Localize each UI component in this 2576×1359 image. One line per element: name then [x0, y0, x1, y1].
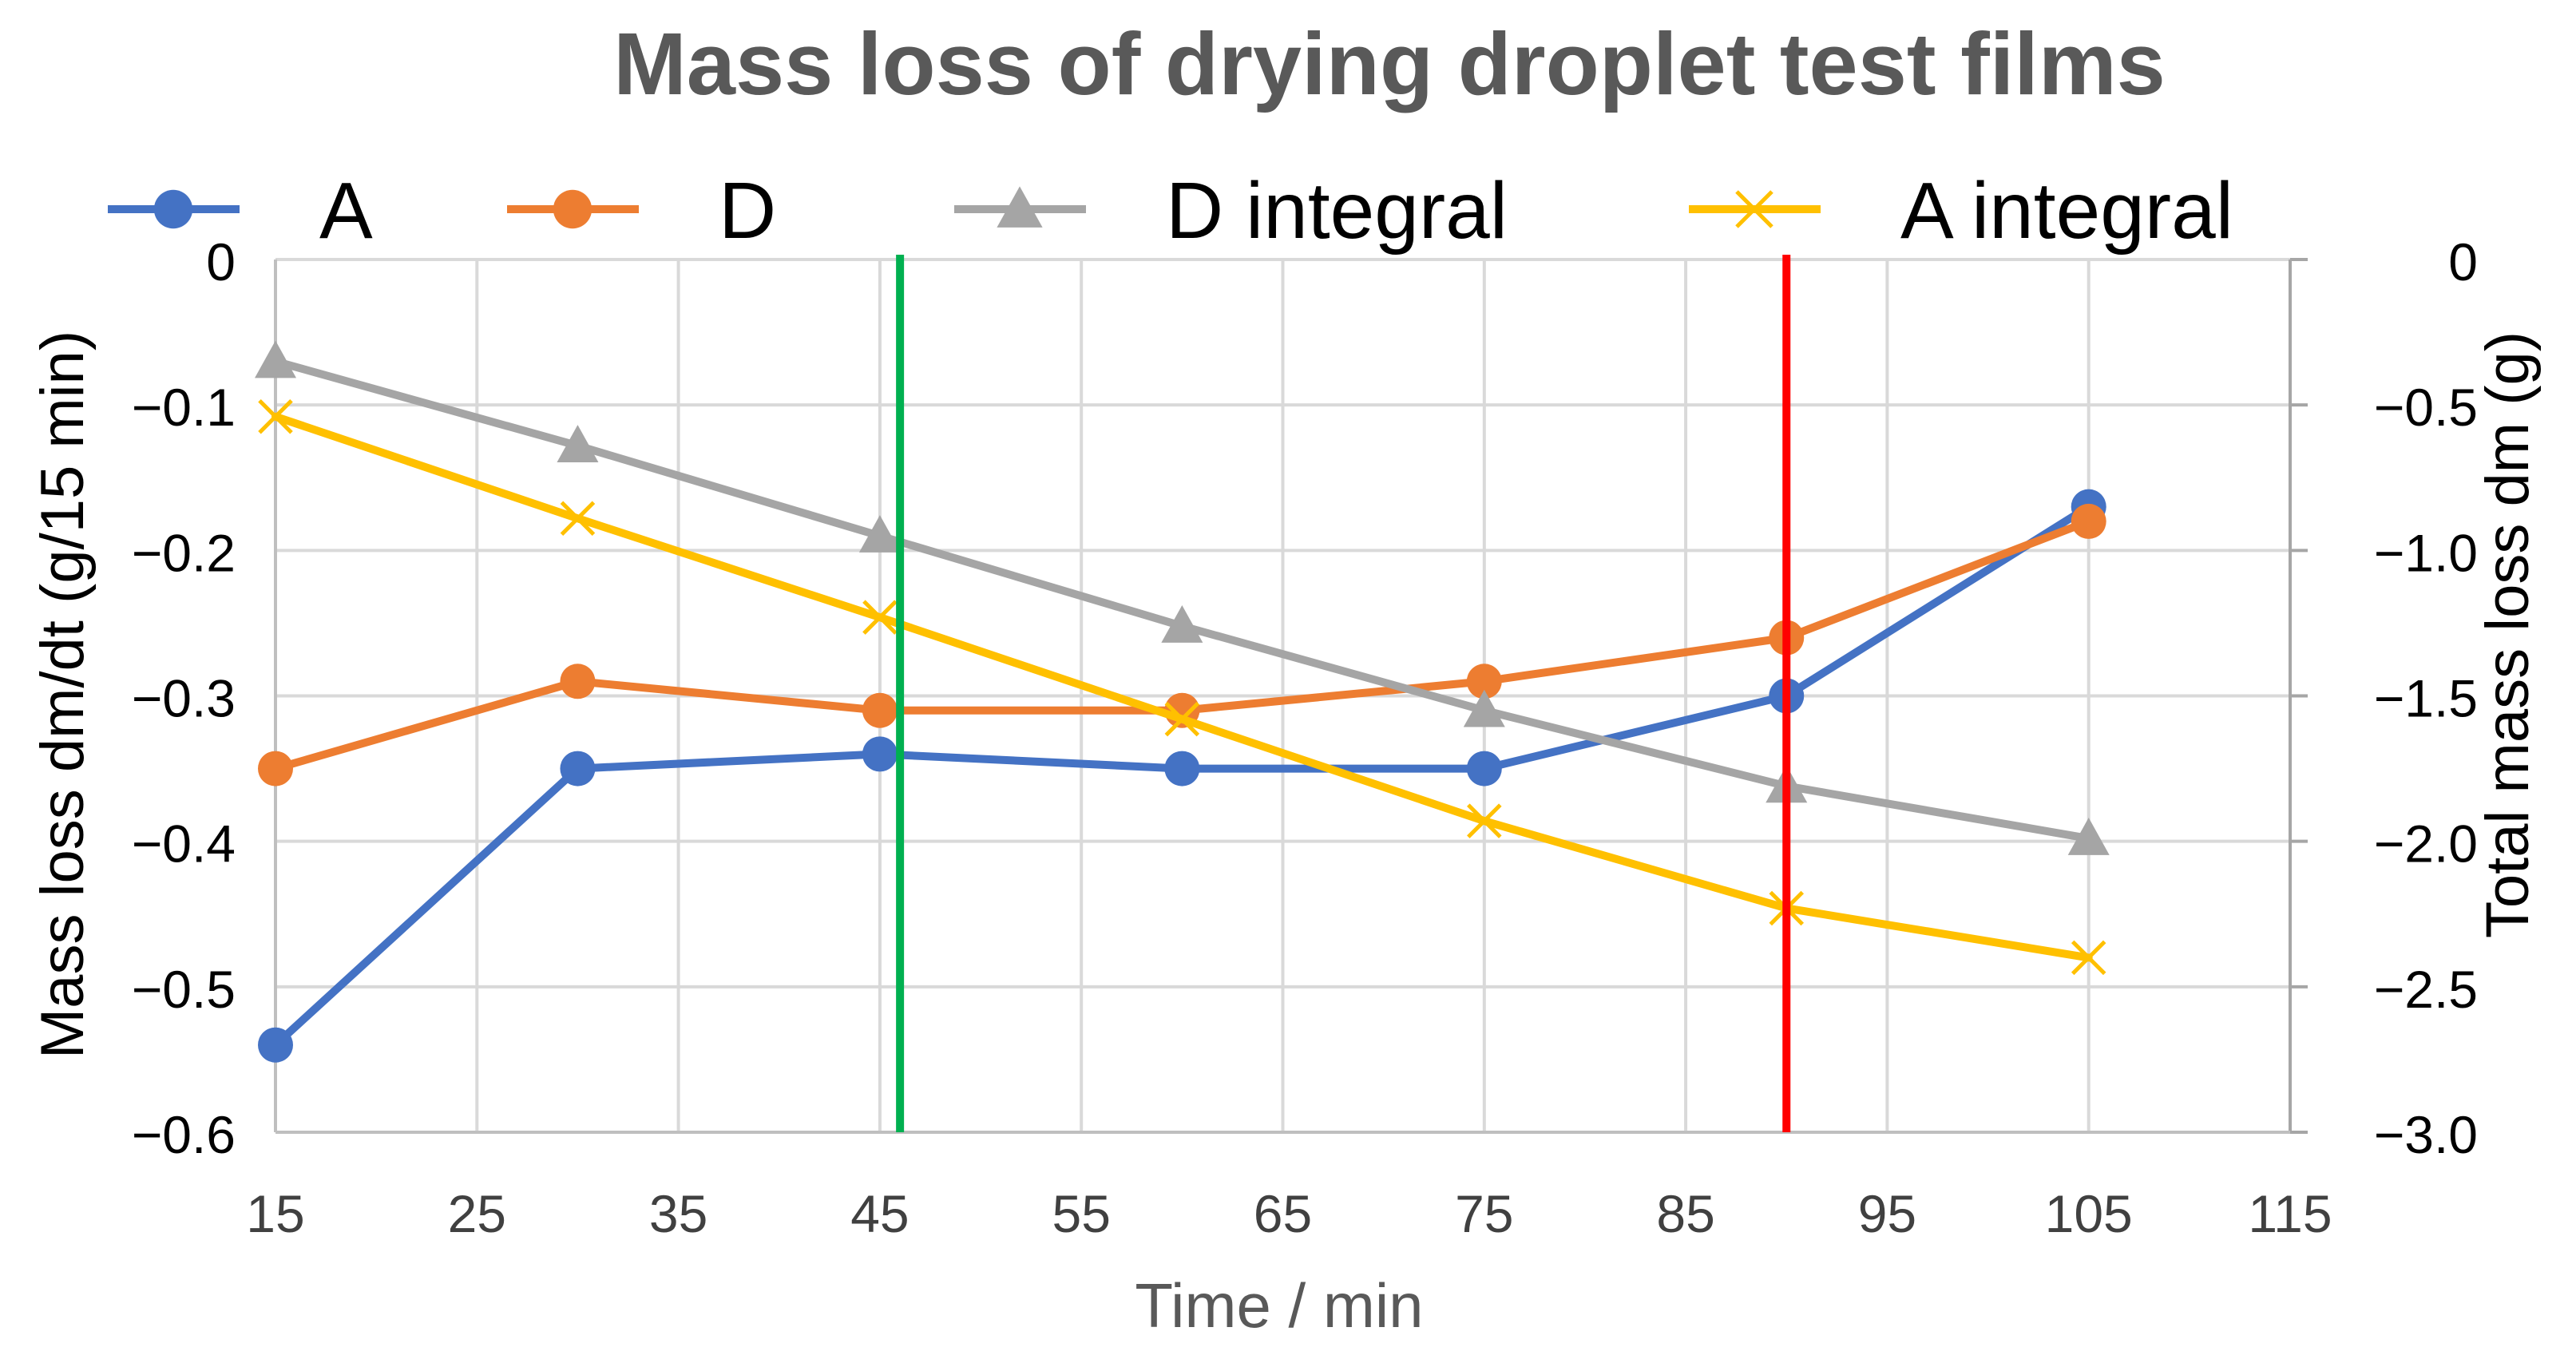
y-tick-label: −0.5: [132, 960, 236, 1019]
data-point-d-integral: [858, 515, 901, 553]
x-tick-label: 95: [1858, 1184, 1916, 1243]
data-point-a-integral: [1467, 803, 1502, 838]
data-point-d-integral: [1161, 605, 1203, 643]
x-tick-label: 105: [2045, 1184, 2133, 1243]
data-point-a-integral: [258, 398, 293, 434]
data-point-a-integral: [1164, 701, 1200, 737]
legend-label-d: D: [719, 166, 776, 256]
data-point-a-integral: [560, 501, 596, 537]
axes: 0 −0.1 −0.2 −0.3 −0.4 −0.5 −0.6 0 −0.5 −1.0 −1.5 −2…: [132, 232, 2478, 1243]
data-point-a: [258, 1027, 293, 1063]
x-tick-label: 75: [1455, 1184, 1513, 1243]
data-point-a-integral: [862, 600, 898, 635]
y2-tick-label: −1.0: [2374, 523, 2478, 582]
data-point-d: [2071, 503, 2106, 539]
x-tick-label: 25: [448, 1184, 506, 1243]
data-point-d: [258, 751, 293, 786]
data-point-a: [862, 736, 898, 772]
legend-marker-d: [553, 189, 592, 229]
x-tick-label: 115: [2248, 1184, 2332, 1243]
data-point-d: [560, 664, 596, 699]
y-tick-label: −0.3: [132, 669, 236, 728]
y-tick-label: −0.4: [132, 814, 236, 874]
legend-marker-a-integral: [1735, 190, 1773, 228]
legend-label-a: A: [319, 166, 373, 256]
legend: A D D integral A integral: [108, 166, 2233, 256]
x-tick-label: 65: [1254, 1184, 1312, 1243]
y2-tick-label: 0: [2448, 232, 2478, 291]
x-tick-label: 35: [649, 1184, 707, 1243]
legend-label-a-integral: A integral: [1900, 166, 2233, 256]
data-point-a-integral: [2071, 940, 2106, 976]
data-point-d: [862, 692, 898, 728]
y2-axis-label: Total mass loss dm (g): [2474, 331, 2542, 938]
x-axis-label: Time / min: [1135, 1270, 1423, 1341]
data-point-a: [1466, 751, 1502, 786]
data-point-a: [1164, 751, 1200, 786]
y2-tick-label: −3.0: [2374, 1105, 2478, 1164]
legend-marker-d-integral: [997, 186, 1043, 228]
data-point-a: [560, 751, 596, 786]
y-tick-label: −0.6: [132, 1105, 236, 1164]
y-tick-label: −0.2: [132, 523, 236, 582]
chart-title: Mass loss of drying droplet test films: [613, 15, 2166, 113]
x-tick-label: 85: [1656, 1184, 1714, 1243]
legend-marker-a: [153, 189, 193, 229]
x-tick-label: 55: [1052, 1184, 1110, 1243]
data-point-d-integral: [255, 340, 296, 378]
y-axis-label: Mass loss dm/dt (g/15 min): [29, 331, 97, 1059]
data-point-d-integral: [2067, 818, 2110, 855]
y-tick-label: 0: [206, 232, 236, 291]
vertical-markers: [896, 255, 1791, 1132]
y-tick-label: −0.1: [132, 378, 236, 437]
y2-tick-label: −2.0: [2374, 814, 2478, 874]
y2-tick-label: −2.5: [2374, 960, 2478, 1019]
data-point-d-integral: [557, 425, 599, 462]
y2-tick-label: −0.5: [2374, 378, 2478, 437]
y2-tick-label: −1.5: [2374, 669, 2478, 728]
legend-label-d-integral: D integral: [1166, 166, 1508, 256]
x-tick-label: 45: [850, 1184, 909, 1243]
data-point-d-integral: [1463, 689, 1505, 727]
data-point-d: [1466, 664, 1502, 699]
x-tick-label: 15: [246, 1184, 304, 1243]
